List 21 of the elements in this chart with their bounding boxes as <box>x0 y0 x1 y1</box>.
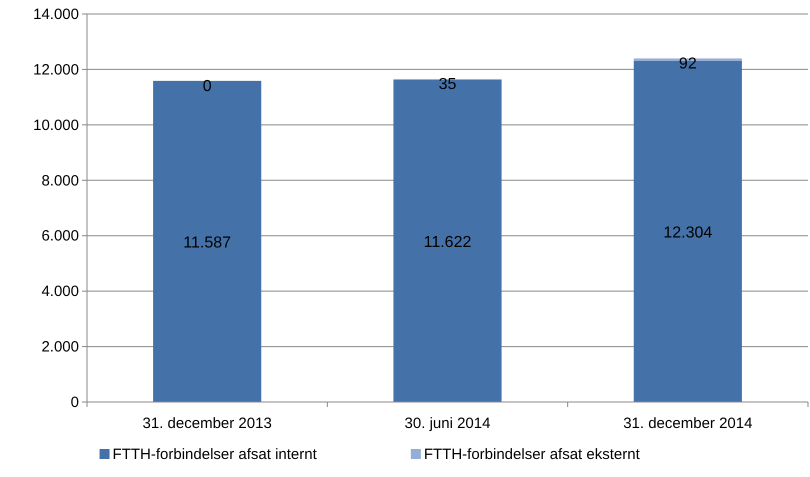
data-label: 0 <box>202 78 212 95</box>
y-tick-label: 6.000 <box>41 228 79 245</box>
y-tick-label: 14.000 <box>33 6 79 23</box>
y-tick-label: 12.000 <box>33 61 79 78</box>
y-tick-label: 4.000 <box>41 283 79 300</box>
bar <box>153 80 262 402</box>
legend-label: FTTH-forbindelser afsat internt <box>112 446 318 463</box>
data-label: 11.622 <box>424 234 472 251</box>
y-tick-label: 8.000 <box>41 172 79 190</box>
data-label: 35 <box>438 76 456 93</box>
data-label: 11.587 <box>183 234 232 252</box>
y-tick-label: 10.000 <box>33 116 79 134</box>
bar <box>393 80 502 402</box>
data-label: 92 <box>678 55 697 72</box>
legend-label: FTTH-forbindelser afsat eksternt <box>424 446 641 463</box>
x-tick-label: 31. december 2013 <box>142 415 272 432</box>
data-label: 12.304 <box>663 224 712 242</box>
x-tick-label: 31. december 2014 <box>623 415 752 432</box>
x-tick-label: 30. juni 2014 <box>404 415 490 432</box>
y-tick-label: 2.000 <box>41 338 79 356</box>
y-tick-label: 0 <box>70 394 79 411</box>
